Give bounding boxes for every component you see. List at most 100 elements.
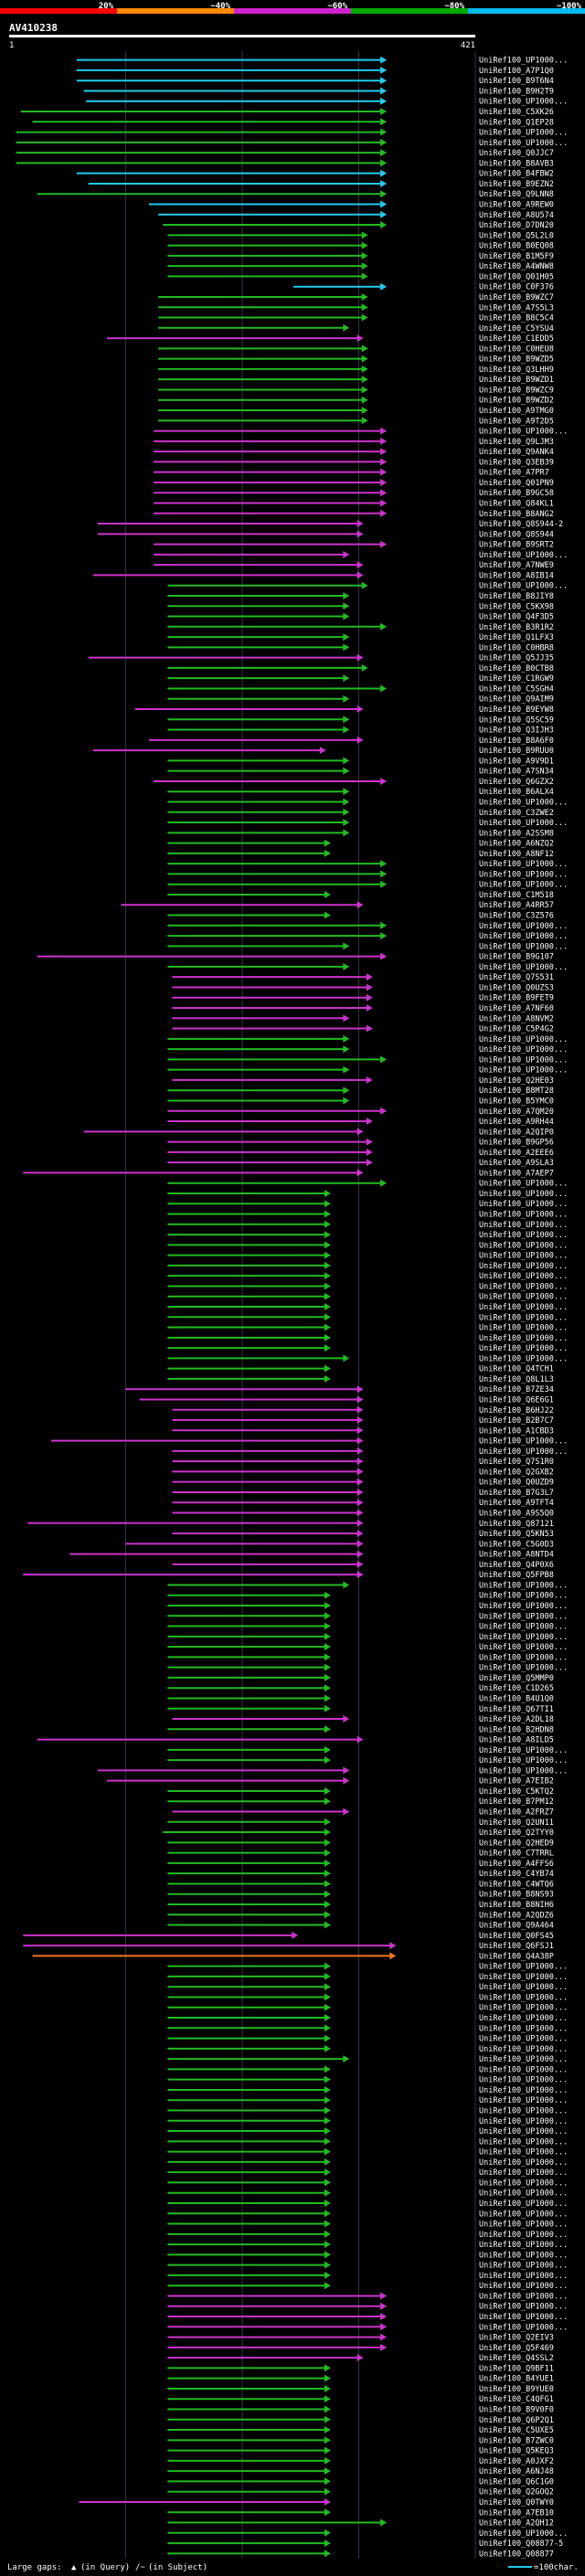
hit-label[interactable]: UniRef100_Q5KEQ3 [479,2447,554,2456]
hit-label[interactable]: UniRef100_UP1000... [479,2086,568,2095]
hit-label[interactable]: UniRef100_B9WZD1 [479,376,554,385]
hit-label[interactable]: UniRef100_A7NWE9 [479,561,554,570]
hit-label[interactable]: UniRef100_A7EIB2 [479,1777,554,1786]
hit-label[interactable]: UniRef100_UP1000... [479,1211,568,1220]
hit-label[interactable]: UniRef100_UP1000... [479,582,568,591]
hit-label[interactable]: UniRef100_B9G107 [479,953,554,962]
hit-label[interactable]: UniRef100_A2EEE6 [479,1149,554,1158]
hit-label[interactable]: UniRef100_UP1000... [479,1055,568,1065]
hit-label[interactable]: UniRef100_Q4P0X6 [479,1561,554,1570]
hit-label[interactable]: UniRef100_Q9ANK4 [479,448,554,457]
hit-label[interactable]: UniRef100_UP1000... [479,2178,568,2188]
hit-label[interactable]: UniRef100_B9GP56 [479,1139,554,1148]
hit-label[interactable]: UniRef100_UP1000... [479,922,568,931]
hit-label[interactable]: UniRef100_UP1000... [479,1756,568,1765]
hit-label[interactable]: UniRef100_Q2HED9 [479,1839,554,1848]
hit-label[interactable]: UniRef100_UP1000... [479,870,568,879]
hit-label[interactable]: UniRef100_UP1000... [479,963,568,972]
hit-label[interactable]: UniRef100_Q5FPB8 [479,1571,554,1580]
hit-label[interactable]: UniRef100_UP1000... [479,2282,568,2291]
hit-label[interactable]: UniRef100_A9REW0 [479,200,554,209]
hit-label[interactable]: UniRef100_UP1000... [479,1592,568,1601]
hit-label[interactable]: UniRef100_A4FFS6 [479,1860,554,1869]
hit-label[interactable]: UniRef100_Q1LFX3 [479,633,554,642]
hit-label[interactable]: UniRef100_A4WNW8 [479,262,554,271]
hit-label[interactable]: UniRef100_UP1000... [479,1313,568,1322]
hit-label[interactable]: UniRef100_UP1000... [479,2127,568,2136]
hit-label[interactable]: UniRef100_UP1000... [479,1200,568,1209]
hit-label[interactable]: UniRef100_UP1000... [479,942,568,951]
hit-label[interactable]: UniRef100_UP1000... [479,1602,568,1611]
hit-label[interactable]: UniRef100_UP1000... [479,2529,568,2539]
hit-label[interactable]: UniRef100_Q2HE03 [479,1076,554,1086]
hit-label[interactable]: UniRef100_Q87121 [479,1520,554,1529]
hit-label[interactable]: UniRef100_A7AEP7 [479,1169,554,1178]
hit-label[interactable]: UniRef100_UP1000... [479,1623,568,1632]
hit-label[interactable]: UniRef100_Q0TWY0 [479,2498,554,2507]
hit-label[interactable]: UniRef100_B9FET9 [479,994,554,1003]
hit-label[interactable]: UniRef100_Q0UZS3 [479,983,554,992]
hit-label[interactable]: UniRef100_UP1000... [479,1653,568,1662]
hit-label[interactable]: UniRef100_A9TMG0 [479,407,554,416]
hit-label[interactable]: UniRef100_UP1000... [479,2055,568,2064]
hit-label[interactable]: UniRef100_B9WZC9 [479,386,554,395]
hit-label[interactable]: UniRef100_UP1000... [479,1437,568,1447]
hit-label[interactable]: UniRef100_A9V9D1 [479,757,554,766]
hit-label[interactable]: UniRef100_B9H2T9 [479,87,554,96]
hit-label[interactable]: UniRef100_C1EDD5 [479,334,554,344]
hit-label[interactable]: UniRef100_A8U574 [479,211,554,220]
hit-label[interactable]: UniRef100_UP1000... [479,932,568,941]
hit-label[interactable]: UniRef100_C4WTQ6 [479,1880,554,1889]
hit-label[interactable]: UniRef100_Q2GXB2 [479,1468,554,1477]
hit-label[interactable]: UniRef100_B8NS93 [479,1891,554,1900]
hit-label[interactable]: UniRef100_B9WZD2 [479,397,554,406]
hit-label[interactable]: UniRef100_B9T6N4 [479,77,554,86]
hit-label[interactable]: UniRef100_B8JIY8 [479,592,554,601]
hit-label[interactable]: UniRef100_UP1000... [479,1231,568,1240]
hit-label[interactable]: UniRef100_Q5SC59 [479,716,554,725]
hit-label[interactable]: UniRef100_Q4A38P [479,1952,554,1961]
hit-label[interactable]: UniRef100_B8ANG2 [479,510,554,519]
hit-label[interactable]: UniRef100_UP1000... [479,1612,568,1621]
hit-label[interactable]: UniRef100_A1CBD3 [479,1426,554,1436]
hit-label[interactable]: UniRef100_Q5L2L0 [479,231,554,240]
hit-label[interactable]: UniRef100_UP1000... [479,1262,568,1271]
hit-label[interactable]: UniRef100_C3ZWE2 [479,809,554,818]
hit-label[interactable]: UniRef100_B8MT28 [479,1087,554,1096]
hit-label[interactable]: UniRef100_UP1000... [479,1324,568,1333]
hit-label[interactable]: UniRef100_UP1000... [479,2241,568,2250]
hit-label[interactable]: UniRef100_Q4TCH1 [479,1365,554,1374]
hit-label[interactable]: UniRef100_B7G3L7 [479,1489,554,1498]
hit-label[interactable]: UniRef100_Q9A464 [479,1922,554,1931]
hit-label[interactable]: UniRef100_B9EZN2 [479,180,554,189]
hit-label[interactable]: UniRef100_UP1000... [479,1035,568,1044]
hit-label[interactable]: UniRef100_UP1000... [479,2148,568,2157]
hit-label[interactable]: UniRef100_UP1000... [479,428,568,437]
hit-label[interactable]: UniRef100_A9T2D5 [479,417,554,426]
hit-label[interactable]: UniRef100_UP1000... [479,551,568,560]
hit-label[interactable]: UniRef100_C5G0D3 [479,1540,554,1549]
hit-label[interactable]: UniRef100_Q4SSL2 [479,2354,554,2363]
hit-label[interactable]: UniRef100_C5KX98 [479,602,554,611]
hit-label[interactable]: UniRef100_UP1000... [479,1973,568,1982]
hit-label[interactable]: UniRef100_UP1000... [479,1664,568,1673]
hit-label[interactable]: UniRef100_UP1000... [479,1766,568,1776]
hit-label[interactable]: UniRef100_C0HBR8 [479,643,554,652]
hit-label[interactable]: UniRef100_A2FRZ7 [479,1808,554,1818]
hit-label[interactable]: UniRef100_UP1000... [479,139,568,148]
hit-label[interactable]: UniRef100_UP1000... [479,819,568,828]
hit-label[interactable]: UniRef100_B9YUE0 [479,2385,554,2394]
hit-label[interactable]: UniRef100_B0EQ08 [479,242,554,251]
hit-label[interactable]: UniRef100_UP1000... [479,1633,568,1642]
hit-label[interactable]: UniRef100_UP1000... [479,1447,568,1457]
hit-label[interactable]: UniRef100_UP1000... [479,2158,568,2168]
hit-label[interactable]: UniRef100_Q9LJM3 [479,438,554,447]
hit-label[interactable]: UniRef100_A9S5Q0 [479,1510,554,1519]
hit-label[interactable]: UniRef100_UP1000... [479,2107,568,2116]
hit-label[interactable]: UniRef100_D7DN20 [479,221,554,230]
hit-label[interactable]: UniRef100_Q5F469 [479,2344,554,2353]
hit-label[interactable]: UniRef100_Q6GZX2 [479,778,554,787]
hit-label[interactable]: UniRef100_Q7S531 [479,973,554,982]
hit-label[interactable]: UniRef100_Q1EP28 [479,118,554,127]
hit-label[interactable]: UniRef100_C1M518 [479,891,554,900]
